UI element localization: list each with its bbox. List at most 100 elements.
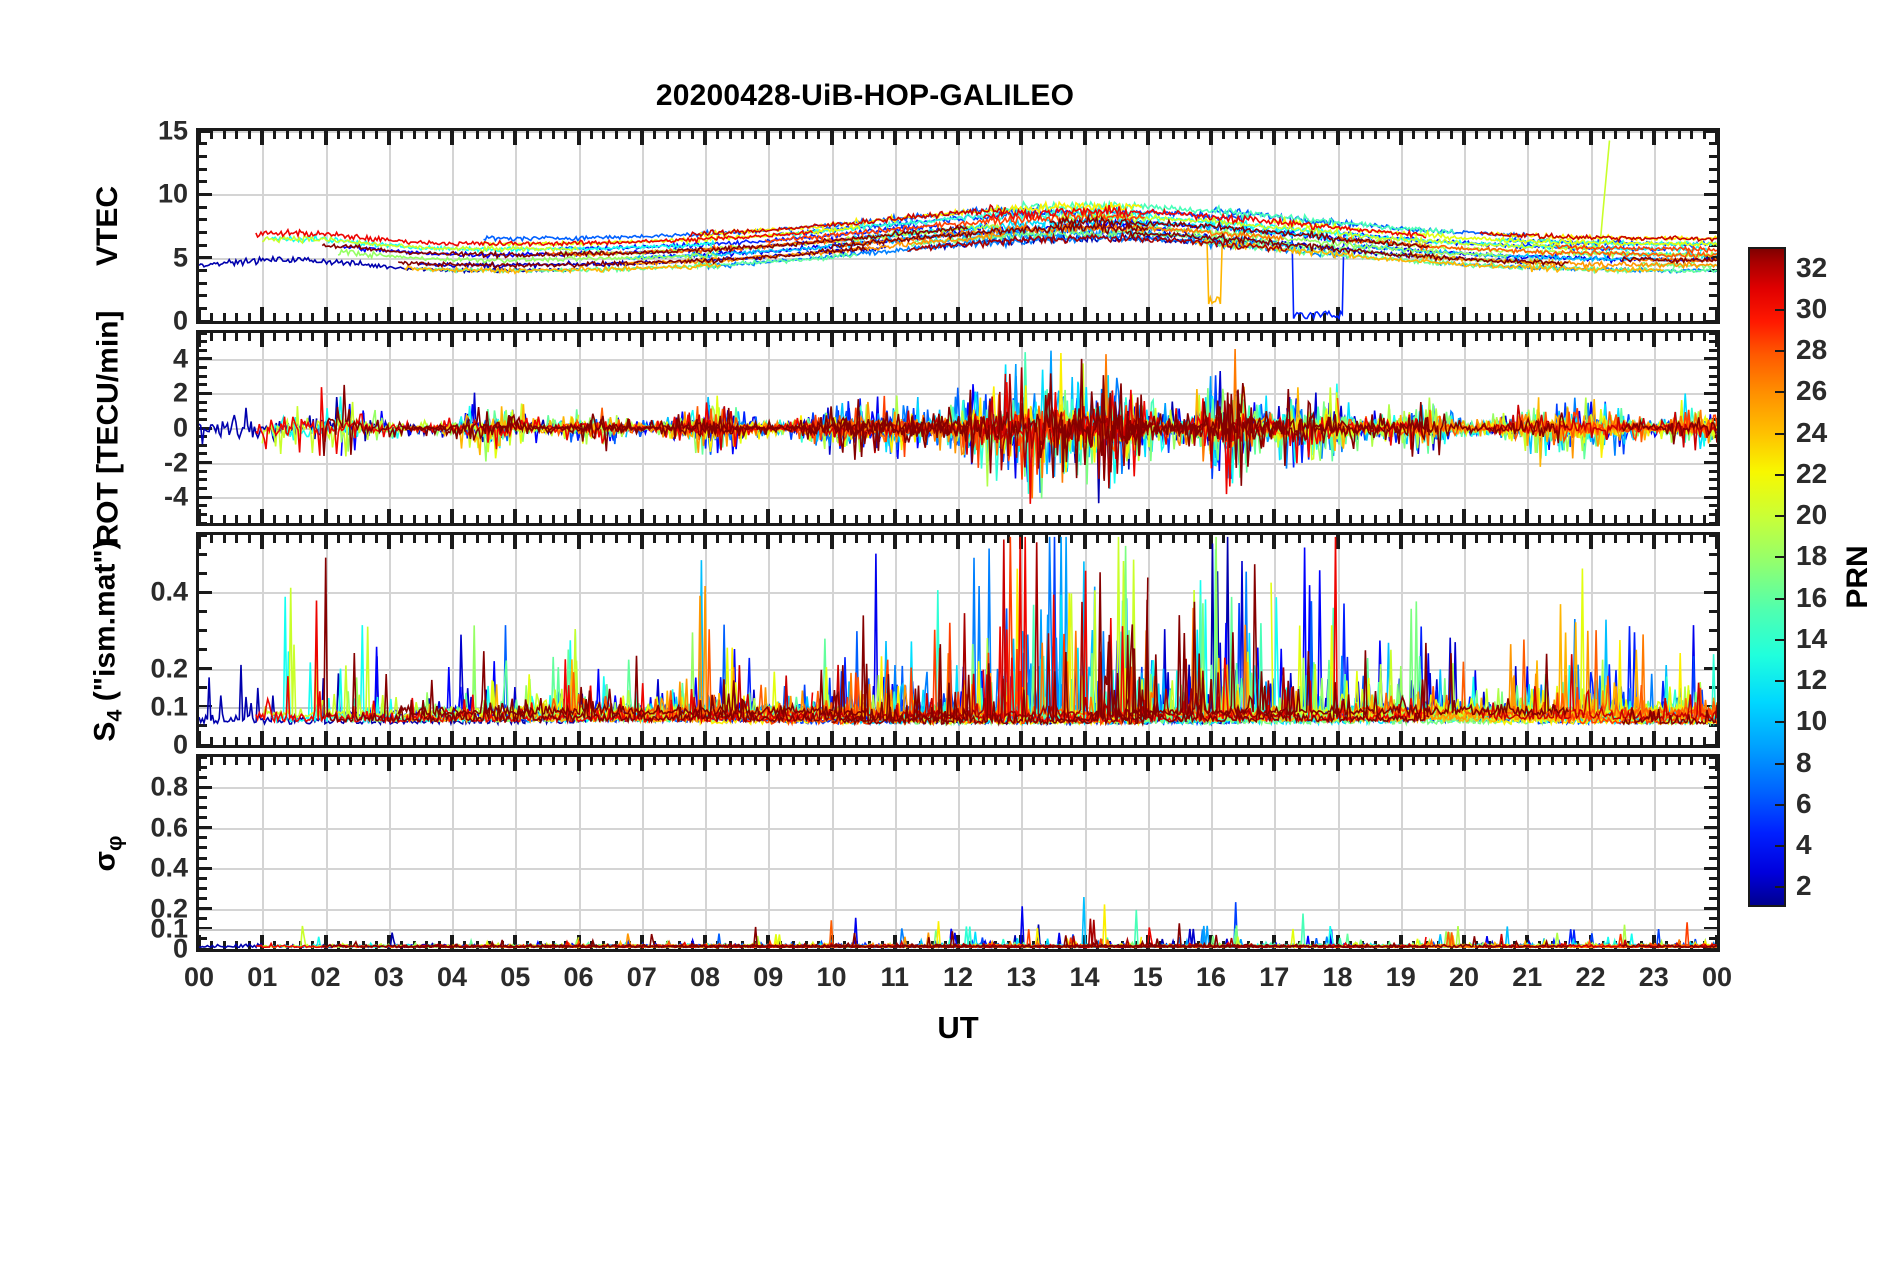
x-tick <box>829 757 834 771</box>
y-tick-label: 4 <box>172 343 188 374</box>
x-tick <box>1032 333 1036 341</box>
x-tick <box>969 515 973 523</box>
x-tick <box>1437 515 1441 523</box>
x-tick <box>412 131 416 139</box>
x-tick <box>1462 935 1466 949</box>
y-tick <box>199 785 212 789</box>
x-tick <box>1171 515 1175 523</box>
x-tick <box>248 535 252 543</box>
x-tick <box>1588 535 1593 549</box>
x-tick <box>1702 333 1706 341</box>
x-tick <box>1247 515 1251 523</box>
y-tick <box>1709 795 1717 799</box>
x-tick <box>222 313 226 321</box>
y-tick <box>199 366 207 370</box>
colorbar-tick-label: 16 <box>1796 581 1828 613</box>
x-tick <box>1437 131 1441 139</box>
x-tick <box>1690 737 1694 745</box>
trace-prn-17 <box>910 545 1557 727</box>
x-tick <box>1525 731 1530 745</box>
x-tick <box>260 757 265 771</box>
x-tick <box>918 333 922 341</box>
x-tick <box>1626 313 1630 321</box>
x-tick <box>1626 131 1630 139</box>
x-tick <box>1145 307 1150 321</box>
x-tick <box>399 515 403 523</box>
x-tick <box>741 757 745 765</box>
x-tick <box>336 535 340 543</box>
x-tick <box>1158 333 1162 341</box>
x-tick <box>1019 731 1024 745</box>
x-tick <box>1639 737 1643 745</box>
x-tick <box>1348 535 1352 543</box>
x-tick <box>1398 757 1403 771</box>
x-tick <box>222 131 226 139</box>
colorbar-tick <box>1775 638 1786 641</box>
x-tick <box>1108 737 1112 745</box>
x-tick <box>1019 333 1024 347</box>
x-tick <box>1449 535 1453 543</box>
x-tick <box>817 313 821 321</box>
x-tick <box>1222 757 1226 765</box>
x-tick <box>273 131 277 139</box>
y-tick <box>199 205 207 209</box>
x-tick <box>754 333 758 341</box>
x-tick <box>210 515 214 523</box>
x-tick <box>1234 535 1238 543</box>
x-tick <box>1576 515 1580 523</box>
x-tick-label: 00 <box>183 962 215 992</box>
x-tick <box>1513 737 1517 745</box>
y-tick <box>199 504 207 508</box>
x-tick <box>981 737 985 745</box>
x-tick-label: 20 <box>1448 962 1480 992</box>
x-tick <box>1196 535 1200 543</box>
x-tick <box>678 757 682 765</box>
trace-prn-36 <box>1049 938 1430 949</box>
x-tick <box>1070 515 1074 523</box>
x-tick <box>956 333 960 347</box>
y-tick <box>1709 628 1717 632</box>
x-tick <box>425 131 429 139</box>
y-tick <box>199 856 207 860</box>
x-tick <box>1272 757 1277 771</box>
x-tick <box>804 131 808 139</box>
x-tick <box>1184 737 1188 745</box>
x-tick <box>437 333 441 341</box>
x-tick <box>716 131 720 139</box>
x-tick <box>892 307 897 321</box>
x-tick <box>1437 757 1441 765</box>
x-tick <box>728 313 732 321</box>
x-tick <box>1373 757 1377 765</box>
y-tick <box>1704 461 1717 465</box>
colorbar-tick-label: 8 <box>1796 746 1812 778</box>
x-tick <box>1588 333 1593 347</box>
x-tick <box>1120 535 1124 543</box>
y-tick <box>1709 400 1717 404</box>
x-tick <box>475 333 479 341</box>
x-tick <box>286 535 290 543</box>
gridline-v <box>578 131 581 321</box>
x-tick <box>880 333 884 341</box>
x-tick <box>1690 333 1694 341</box>
x-tick <box>639 731 644 745</box>
x-tick <box>1702 737 1706 745</box>
x-tick <box>564 333 568 341</box>
x-tick <box>1690 313 1694 321</box>
x-tick <box>248 333 252 341</box>
x-tick <box>463 535 467 543</box>
x-tick <box>222 515 226 523</box>
y-tick <box>1709 535 1717 537</box>
x-tick <box>437 535 441 543</box>
y-tick <box>199 319 212 321</box>
x-tick <box>892 333 897 347</box>
y-tick <box>1709 409 1717 413</box>
x-tick <box>855 333 859 341</box>
x-tick <box>1196 737 1200 745</box>
y-tick-label: 0.2 <box>150 653 188 684</box>
x-tick <box>1285 515 1289 523</box>
gridline-v <box>641 757 644 949</box>
x-tick <box>1664 333 1668 341</box>
x-tick <box>539 131 543 139</box>
x-tick <box>627 535 631 543</box>
x-tick <box>855 535 859 543</box>
